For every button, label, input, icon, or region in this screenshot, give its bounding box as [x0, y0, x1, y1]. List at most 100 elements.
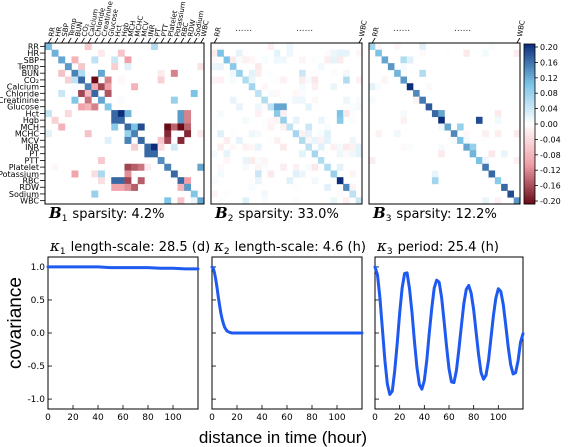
matrix-cell: [419, 69, 426, 77]
top-tick: [173, 37, 178, 44]
matrix-cell: [71, 83, 79, 91]
matrix-cell: [369, 43, 376, 51]
colorbar-segment: [524, 194, 535, 197]
colorbar-segment: [524, 160, 535, 163]
matrix-cell: [349, 170, 357, 178]
matrix-cell: [255, 63, 262, 71]
matrix-cell: [400, 116, 408, 124]
colorbar: 0.20 0.16 0.12 0.08 0.04 0.00 -0.04 -0.08 -0.12 -…: [523, 43, 561, 206]
matrix-cell: [84, 103, 92, 111]
matrix-cell: [273, 116, 281, 124]
matrix-cell: [267, 143, 275, 151]
matrix-cell: [299, 130, 306, 138]
matrix-cell: [513, 49, 521, 57]
y-tick-label: 0.5: [31, 296, 45, 306]
matrix-cell: [229, 69, 237, 77]
kernel-caption: period: 25.4 (h): [398, 240, 499, 255]
row-label: RDW: [19, 183, 39, 192]
matrix-cell: [261, 197, 268, 205]
matrix-cell: [84, 43, 92, 51]
matrix-cell: [311, 150, 319, 158]
colorbar-segment: [524, 68, 535, 71]
colorbar-segment: [524, 56, 535, 59]
matrix-cell: [394, 43, 401, 51]
x-tick-label: 20: [394, 413, 406, 423]
kernel-title: κ3 period: 25.4 (h): [376, 237, 499, 257]
kernel-panel-1: 0 20 40 60 80 100 1.0 0.5 0.0 -0.5 -1.0 κ1 length-sc…: [27, 237, 210, 423]
matrix-cell: [211, 63, 218, 71]
matrix-cell: [51, 116, 59, 124]
matrix-cell: [292, 183, 300, 191]
top-label-last: WBC: [358, 20, 369, 38]
matrix-cell: [317, 150, 325, 158]
matrix-cell: [494, 116, 502, 124]
matrix-cell: [248, 76, 256, 84]
x-tick-label: 100: [328, 413, 345, 423]
matrix-cell: [104, 76, 112, 84]
matrix-cell: [111, 116, 119, 124]
matrix-cell: [324, 123, 331, 131]
matrix-cell: [355, 76, 363, 84]
colorbar-segment: [524, 44, 535, 47]
matrix-cell: [170, 123, 178, 131]
matrix-cell: [267, 103, 275, 111]
colorbar-segment: [524, 102, 535, 105]
matrix-cell: [431, 177, 439, 185]
top-label: RDW: [187, 19, 198, 37]
matrix-cell: [444, 143, 452, 151]
kernel-title: κ2 length-scale: 4.6 (h): [213, 237, 366, 257]
colorbar-segment: [524, 90, 535, 93]
matrix-cell: [91, 170, 99, 178]
matrix-cell: [299, 56, 306, 64]
matrix-cell: [71, 170, 79, 178]
matrix-cell: [349, 110, 357, 118]
matrix-cell: [343, 69, 350, 77]
matrix-cell: [98, 177, 105, 185]
matrix-cell: [151, 150, 158, 158]
colorbar-tick-label: -0.08: [540, 151, 561, 160]
matrix-cell: [494, 130, 502, 138]
matrix-cell: [217, 143, 224, 151]
matrix-cell: [91, 103, 99, 111]
matrix-cell: [482, 130, 489, 138]
matrix-cell: [64, 76, 72, 84]
matrix-cell: [164, 136, 172, 144]
row-label: RR: [28, 42, 40, 51]
matrix-cell: [255, 103, 262, 111]
row-label: Platelet: [9, 163, 39, 172]
matrix-cell: [343, 150, 350, 158]
matrix-cell: [117, 183, 125, 191]
colorbar-segment: [524, 58, 535, 61]
matrix-cell: [111, 56, 119, 64]
matrix-cell: [375, 49, 382, 57]
matrix-cell: [438, 150, 445, 158]
colorbar-segment: [524, 178, 535, 181]
kernel-title: κ1 length-scale: 28.5 (d): [49, 237, 210, 257]
matrix-cell: [336, 49, 344, 57]
colorbar-tick-label: 0.04: [540, 105, 558, 114]
matrix-cell: [292, 130, 300, 138]
colorbar-segment: [524, 140, 535, 143]
x-tick-label: 60: [281, 413, 293, 423]
matrix-cell: [513, 130, 521, 138]
matrix-cell: [355, 43, 363, 51]
matrix-cell: [184, 130, 192, 138]
matrix-cell: [144, 163, 152, 171]
colorbar-segment: [524, 62, 535, 65]
top-label-ellipsis: ......: [454, 24, 471, 34]
matrix-subscript: 2: [228, 214, 234, 224]
colorbar-segment: [524, 52, 535, 55]
colorbar-segment: [524, 144, 535, 147]
colorbar-segment: [524, 116, 535, 119]
matrix-cell: [248, 69, 256, 77]
matrix-cell: [45, 43, 52, 51]
colorbar-segment: [524, 172, 535, 175]
matrix-cell: [406, 56, 414, 64]
matrix-cell: [513, 157, 521, 165]
matrix-cell: [438, 116, 445, 124]
matrix-cell: [394, 69, 401, 77]
matrix-cell: [242, 143, 250, 151]
matrix-cell: [482, 49, 489, 57]
matrix-cell: [45, 130, 52, 138]
